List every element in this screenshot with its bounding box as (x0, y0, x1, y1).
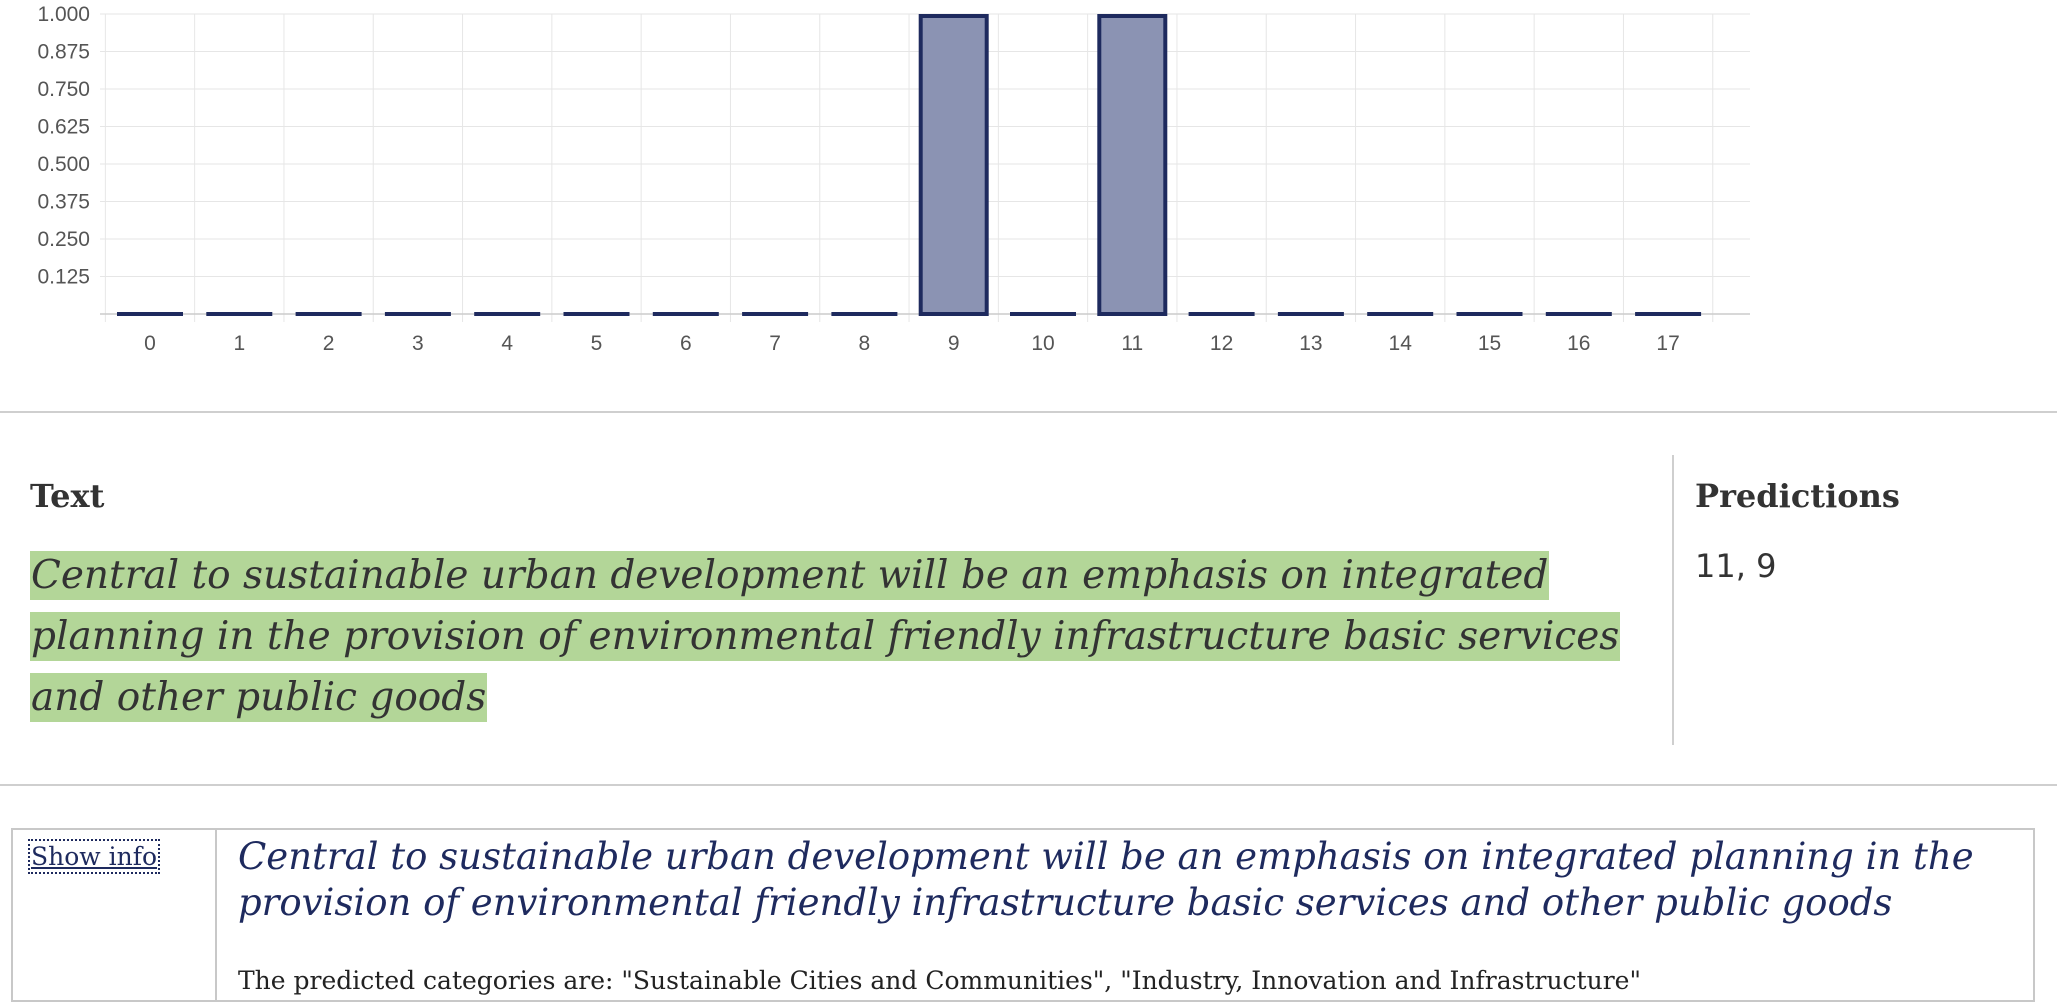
x-tick-label: 2 (323, 332, 335, 355)
x-tick-label: 4 (501, 332, 513, 355)
x-tick-label: 8 (859, 332, 871, 355)
predictions-heading: Predictions (1695, 477, 1900, 515)
x-tick-label: 6 (680, 332, 692, 355)
x-tick-label: 10 (1031, 332, 1054, 355)
predicted-categories-caption: The predicted categories are: "Sustainab… (238, 966, 1641, 995)
info-panel: Show info Central to sustainable urban d… (11, 828, 2035, 1002)
text-heading: Text (30, 477, 105, 515)
x-tick-label: 0 (144, 332, 156, 355)
bar (1097, 14, 1168, 316)
x-tick-label: 9 (948, 332, 960, 355)
column-divider (1672, 455, 1674, 745)
x-tick-label: 15 (1478, 332, 1501, 355)
x-tick-label: 13 (1299, 332, 1322, 355)
x-tick-label: 16 (1567, 332, 1590, 355)
y-tick-label: 0.750 (37, 78, 90, 101)
y-tick-label: 0.500 (37, 153, 90, 176)
y-tick-label: 0.625 (37, 116, 90, 139)
text-body: Central to sustainable urban development… (30, 545, 1630, 728)
y-tick-label: 1.000 (37, 3, 90, 26)
y-tick-label: 0.125 (37, 266, 90, 289)
x-tick-label: 7 (769, 332, 781, 355)
section-divider-bottom (0, 784, 2057, 786)
x-tick-label: 1 (233, 332, 245, 355)
y-tick-label: 0.875 (37, 41, 90, 64)
x-tick-label: 11 (1121, 332, 1143, 355)
info-panel-left-cell: Show info (13, 830, 217, 1000)
highlighted-text: Central to sustainable urban development… (30, 551, 1621, 722)
text-predictions-section: Text Central to sustainable urban develo… (0, 455, 2057, 755)
show-info-link[interactable]: Show info (27, 839, 161, 874)
x-tick-label: 17 (1656, 332, 1679, 355)
bar (918, 14, 989, 316)
prediction-bar-chart: 0.125 0.250 0.375 0.500 0.625 0.750 0.875 1.000… (0, 0, 1760, 360)
info-text: Central to sustainable urban development… (238, 835, 1974, 924)
section-divider-top (0, 411, 2057, 413)
x-tick-label: 12 (1210, 332, 1233, 355)
predictions-value: 11, 9 (1695, 547, 1777, 585)
y-tick-label: 0.250 (37, 228, 90, 251)
x-tick-label: 5 (591, 332, 603, 355)
x-tick-label: 3 (412, 332, 424, 355)
chart-svg: 0.125 0.250 0.375 0.500 0.625 0.750 0.875 1.000… (37, 3, 1750, 355)
x-tick-label: 14 (1389, 332, 1413, 355)
y-tick-label: 0.375 (37, 191, 90, 214)
